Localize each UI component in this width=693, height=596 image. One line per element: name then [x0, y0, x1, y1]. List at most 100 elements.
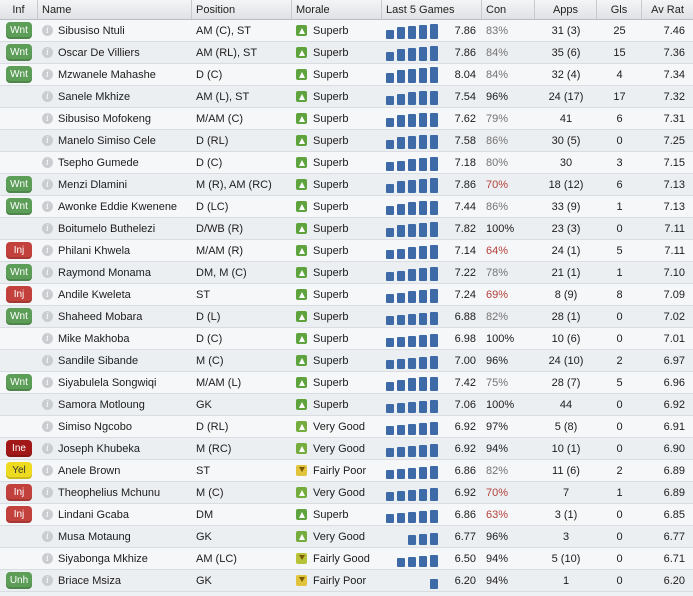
info-icon[interactable]: i: [42, 113, 53, 124]
info-icon[interactable]: i: [42, 267, 53, 278]
player-name[interactable]: Menzi Dlamini: [58, 178, 128, 191]
player-name[interactable]: Philani Khwela: [58, 244, 131, 257]
table-row[interactable]: i Manelo Simiso Cele D (RL) Superb 7.58 86% 30…: [0, 130, 693, 152]
status-badge[interactable]: Wnt: [6, 66, 32, 83]
info-icon[interactable]: i: [42, 487, 53, 498]
player-name-cell[interactable]: i Boitumelo Buthelezi: [38, 218, 192, 239]
player-name[interactable]: Manelo Simiso Cele: [58, 134, 156, 147]
status-badge[interactable]: Wnt: [6, 44, 32, 61]
table-row[interactable]: Wnt i Mzwanele Mahashe D (C) Superb 8.04 84% 32…: [0, 64, 693, 86]
table-row[interactable]: Unh i Briace Msiza GK Fairly Poor 6.20 94% 1 0 6.…: [0, 570, 693, 592]
table-row[interactable]: Wnt i Siyabulela Songwiqi M/AM (L) Superb 7.4…: [0, 372, 693, 394]
info-icon[interactable]: i: [42, 69, 53, 80]
table-row[interactable]: Wnt i Awonke Eddie Kwenene D (LC) Superb 7.44…: [0, 196, 693, 218]
info-icon[interactable]: i: [42, 509, 53, 520]
table-row[interactable]: Inj i Lindani Gcaba DM Superb 6.86 63% 3 (1) 0 6.…: [0, 504, 693, 526]
status-badge[interactable]: Inj: [6, 242, 32, 259]
status-badge[interactable]: Inj: [6, 286, 32, 303]
table-row[interactable]: Wnt i Sibusiso Ntuli AM (C), ST Superb 7.86 83…: [0, 20, 693, 42]
column-header-con[interactable]: Con: [482, 0, 535, 19]
info-icon[interactable]: i: [42, 201, 53, 212]
table-row[interactable]: i Tsepho Gumede D (C) Superb 7.18 80% 30 3 7.15: [0, 152, 693, 174]
player-name-cell[interactable]: i Sandile Sibande: [38, 350, 192, 371]
column-header-gls[interactable]: Gls: [597, 0, 642, 19]
info-icon[interactable]: i: [42, 443, 53, 454]
table-row[interactable]: i Samora Motloung GK Superb 7.06 100% 44 0 6.92: [0, 394, 693, 416]
player-name-cell[interactable]: i Briace Msiza: [38, 570, 192, 591]
table-row[interactable]: i Sanele Mkhize AM (L), ST Superb 7.54 96% 24 …: [0, 86, 693, 108]
info-icon[interactable]: i: [42, 25, 53, 36]
player-name-cell[interactable]: i Philani Khwela: [38, 240, 192, 261]
column-header-apps[interactable]: Apps: [535, 0, 597, 19]
player-name[interactable]: Awonke Eddie Kwenene: [58, 200, 178, 213]
info-icon[interactable]: i: [42, 531, 53, 542]
status-badge[interactable]: Wnt: [6, 264, 32, 281]
info-icon[interactable]: i: [42, 377, 53, 388]
player-name[interactable]: Tsepho Gumede: [58, 156, 139, 169]
status-badge[interactable]: Wnt: [6, 22, 32, 39]
table-row[interactable]: Inj i Philani Khwela M/AM (R) Superb 7.14 64% 2…: [0, 240, 693, 262]
table-row[interactable]: i Sandile Sibande M (C) Superb 7.00 96% 24 (10…: [0, 350, 693, 372]
player-name[interactable]: Shaheed Mobara: [58, 310, 143, 323]
player-name[interactable]: Theophelius Mchunu: [58, 486, 161, 499]
status-badge[interactable]: Ine: [6, 440, 32, 457]
player-name-cell[interactable]: i Joseph Khubeka: [38, 438, 192, 459]
player-name-cell[interactable]: i Simiso Ngcobo: [38, 416, 192, 437]
info-icon[interactable]: i: [42, 311, 53, 322]
column-header-position[interactable]: Position: [192, 0, 292, 19]
info-icon[interactable]: i: [42, 179, 53, 190]
player-name-cell[interactable]: i Shaheed Mobara: [38, 306, 192, 327]
table-row[interactable]: Wnt i Menzi Dlamini M (R), AM (RC) Superb 7.8…: [0, 174, 693, 196]
table-row[interactable]: i Simiso Ngcobo D (RL) Very Good 6.92 97% 5 (8…: [0, 416, 693, 438]
player-name[interactable]: Mike Makhoba: [58, 332, 130, 345]
info-icon[interactable]: i: [42, 399, 53, 410]
info-icon[interactable]: i: [42, 575, 53, 586]
player-name[interactable]: Boitumelo Buthelezi: [58, 222, 156, 235]
status-badge[interactable]: Wnt: [6, 374, 32, 391]
table-row[interactable]: Inj i Andile Kweleta ST Superb 7.24 69% 8 (9) 8 7…: [0, 284, 693, 306]
info-icon[interactable]: i: [42, 91, 53, 102]
table-row[interactable]: Inj i Theophelius Mchunu M (C) Very Good 6.92…: [0, 482, 693, 504]
player-name-cell[interactable]: i Raymond Monama: [38, 262, 192, 283]
table-row[interactable]: Yel i Anele Brown ST Fairly Poor 6.86 82% 11 (6…: [0, 460, 693, 482]
info-icon[interactable]: i: [42, 223, 53, 234]
column-header-avrat[interactable]: Av Rat: [651, 3, 684, 16]
info-icon[interactable]: i: [42, 135, 53, 146]
player-name-cell[interactable]: i Samora Motloung: [38, 394, 192, 415]
player-name[interactable]: Simiso Ngcobo: [58, 420, 132, 433]
table-row[interactable]: i Boitumelo Buthelezi D/WB (R) Superb 7.82 10…: [0, 218, 693, 240]
player-name-cell[interactable]: i Lindani Gcaba: [38, 504, 192, 525]
player-name-cell[interactable]: i Mike Makhoba: [38, 328, 192, 349]
status-badge[interactable]: Yel: [6, 462, 32, 479]
status-badge[interactable]: Unh: [6, 572, 32, 589]
info-icon[interactable]: i: [42, 333, 53, 344]
table-row[interactable]: Wnt i Oscar De Villiers AM (RL), ST Superb 7.…: [0, 42, 693, 64]
column-header-morale[interactable]: Morale: [292, 0, 382, 19]
table-row[interactable]: Ine i Joseph Khubeka M (RC) Very Good 6.92 94%…: [0, 438, 693, 460]
status-badge[interactable]: Inj: [6, 506, 32, 523]
player-name-cell[interactable]: i Siyabulela Songwiqi: [38, 372, 192, 393]
player-name-cell[interactable]: i Awonke Eddie Kwenene: [38, 196, 192, 217]
column-header-last5[interactable]: Last 5 Games: [382, 0, 482, 19]
player-name[interactable]: Siyabonga Mkhize: [58, 552, 148, 565]
info-icon[interactable]: i: [42, 245, 53, 256]
player-name[interactable]: Mzwanele Mahashe: [58, 68, 156, 81]
player-name-cell[interactable]: i Theophelius Mchunu: [38, 482, 192, 503]
player-name-cell[interactable]: i Anele Brown: [38, 460, 192, 481]
status-badge[interactable]: Wnt: [6, 176, 32, 193]
player-name-cell[interactable]: i Andile Kweleta: [38, 284, 192, 305]
info-icon[interactable]: i: [42, 421, 53, 432]
player-name-cell[interactable]: i Siyabonga Mkhize: [38, 548, 192, 569]
player-name[interactable]: Briace Msiza: [58, 574, 121, 587]
player-name[interactable]: Siyabulela Songwiqi: [58, 376, 157, 389]
player-name[interactable]: Sibusiso Mofokeng: [58, 112, 151, 125]
player-name[interactable]: Oscar De Villiers: [58, 46, 140, 59]
status-badge[interactable]: Inj: [6, 484, 32, 501]
info-icon[interactable]: i: [42, 289, 53, 300]
table-row[interactable]: Wnt i Shaheed Mobara D (L) Superb 6.88 82% 28 (…: [0, 306, 693, 328]
player-name[interactable]: Anele Brown: [58, 464, 121, 477]
player-name[interactable]: Sanele Mkhize: [58, 90, 131, 103]
info-icon[interactable]: i: [42, 465, 53, 476]
player-name[interactable]: Raymond Monama: [58, 266, 151, 279]
player-name-cell[interactable]: i Musa Motaung: [38, 526, 192, 547]
